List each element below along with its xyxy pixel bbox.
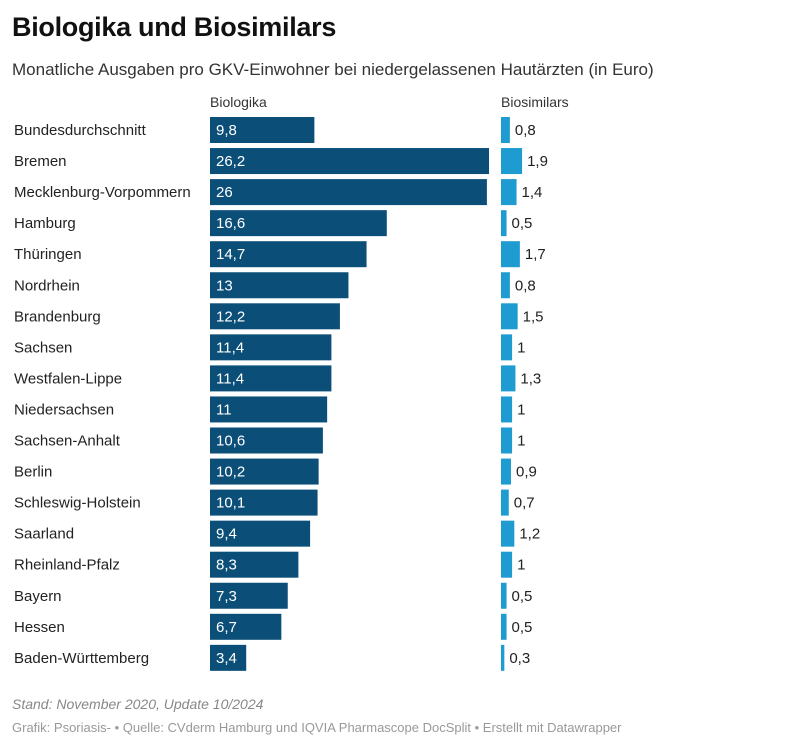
category-label: Niedersachsen bbox=[14, 401, 114, 418]
bar-biosimilars bbox=[501, 613, 507, 640]
data-label-biologika: 6,7 bbox=[216, 619, 237, 636]
category-label: Sachsen-Anhalt bbox=[14, 433, 121, 450]
category-label: Bremen bbox=[14, 153, 67, 170]
category-label: Mecklenburg-Vorpommern bbox=[14, 184, 191, 201]
bar-biologika bbox=[210, 613, 282, 640]
bar-biologika bbox=[210, 582, 288, 609]
data-label-biosimilars: 1,7 bbox=[525, 246, 546, 263]
data-label-biosimilars: 1,3 bbox=[520, 370, 541, 387]
data-label-biologika: 11,4 bbox=[216, 370, 244, 387]
bar-chart: Bundesdurchschnitt 9,8 0,8 Bremen 26,2 1,9 Mec… bbox=[14, 117, 548, 671]
bar-biosimilars bbox=[501, 427, 513, 454]
data-label-biologika: 3,4 bbox=[216, 650, 237, 667]
bar-biologika bbox=[210, 179, 487, 206]
bar-biologika bbox=[210, 241, 367, 268]
chart-subtitle: Monatliche Ausgaben pro GKV-Einwohner be… bbox=[12, 60, 654, 79]
bar-biosimilars bbox=[501, 241, 520, 268]
data-label-biologika: 9,4 bbox=[216, 526, 237, 543]
bar-biologika bbox=[210, 396, 328, 423]
category-label: Hessen bbox=[14, 619, 65, 636]
bar-biosimilars bbox=[501, 179, 517, 206]
bar-biosimilars bbox=[501, 334, 513, 361]
data-label-biologika: 10,1 bbox=[216, 495, 245, 512]
category-label: Sachsen bbox=[14, 339, 72, 356]
bar-biosimilars bbox=[501, 303, 518, 330]
bar-biologika bbox=[210, 427, 323, 454]
category-label: Nordrhein bbox=[14, 277, 80, 294]
data-label-biologika: 16,6 bbox=[216, 215, 245, 232]
data-label-biosimilars: 0,3 bbox=[509, 650, 530, 667]
data-label-biologika: 11 bbox=[216, 401, 232, 418]
bar-biologika bbox=[210, 303, 340, 330]
chart-title: Biologika und Biosimilars bbox=[12, 12, 337, 42]
category-label: Brandenburg bbox=[14, 308, 101, 325]
category-label: Bayern bbox=[14, 588, 62, 605]
data-label-biosimilars: 1,9 bbox=[527, 153, 548, 170]
bar-biosimilars bbox=[501, 117, 510, 143]
bar-biosimilars bbox=[501, 148, 523, 175]
bar-biologika bbox=[210, 458, 319, 485]
column-header-biologika: Biologika bbox=[210, 94, 267, 110]
category-label: Thüringen bbox=[14, 246, 82, 263]
data-label-biosimilars: 1 bbox=[517, 433, 525, 450]
data-label-biosimilars: 1,5 bbox=[523, 308, 544, 325]
bar-biologika bbox=[210, 551, 299, 578]
data-label-biosimilars: 0,8 bbox=[515, 122, 536, 139]
data-label-biosimilars: 0,5 bbox=[512, 588, 533, 605]
data-label-biosimilars: 1,4 bbox=[522, 184, 543, 201]
data-label-biologika: 10,2 bbox=[216, 464, 245, 481]
bar-biosimilars bbox=[501, 582, 507, 609]
data-label-biosimilars: 0,8 bbox=[515, 277, 536, 294]
bar-biologika bbox=[210, 117, 315, 143]
bar-biosimilars bbox=[501, 644, 505, 671]
bar-biosimilars bbox=[501, 272, 510, 299]
data-label-biosimilars: 0,5 bbox=[512, 215, 533, 232]
category-label: Baden-Württemberg bbox=[14, 650, 149, 667]
data-label-biologika: 10,6 bbox=[216, 433, 245, 450]
bar-biologika bbox=[210, 365, 332, 392]
bar-biosimilars bbox=[501, 365, 516, 392]
bar-biologika bbox=[210, 272, 349, 299]
data-label-biosimilars: 1 bbox=[517, 557, 525, 574]
category-label: Schleswig-Holstein bbox=[14, 495, 141, 512]
data-label-biosimilars: 1 bbox=[517, 339, 525, 356]
data-label-biosimilars: 0,9 bbox=[516, 464, 537, 481]
bar-biologika bbox=[210, 334, 332, 361]
data-label-biosimilars: 1 bbox=[517, 401, 525, 418]
bar-biologika bbox=[210, 148, 490, 175]
data-label-biosimilars: 1,2 bbox=[519, 526, 540, 543]
bar-biologika bbox=[210, 489, 318, 516]
bar-biosimilars bbox=[501, 489, 509, 516]
category-label: Rheinland-Pfalz bbox=[14, 557, 120, 574]
bar-biosimilars bbox=[501, 551, 513, 578]
bar-biosimilars bbox=[501, 458, 511, 485]
data-label-biologika: 11,4 bbox=[216, 339, 244, 356]
category-label: Hamburg bbox=[14, 215, 76, 232]
bar-biosimilars bbox=[501, 210, 507, 237]
chart-notes: Stand: November 2020, Update 10/2024 bbox=[12, 696, 264, 712]
data-label-biosimilars: 0,7 bbox=[514, 495, 535, 512]
data-label-biologika: 12,2 bbox=[216, 308, 245, 325]
bar-biosimilars bbox=[501, 396, 513, 423]
data-label-biologika: 13 bbox=[216, 277, 233, 294]
bar-biologika bbox=[210, 644, 247, 671]
column-header-biosimilars: Biosimilars bbox=[501, 94, 569, 110]
bar-biosimilars bbox=[501, 520, 515, 547]
bar-biologika bbox=[210, 210, 387, 237]
data-label-biologika: 26 bbox=[216, 184, 233, 201]
bar-biologika bbox=[210, 520, 311, 547]
chart-byline: Grafik: Psoriasis- • Quelle: CVderm Hamb… bbox=[12, 720, 622, 735]
data-label-biologika: 8,3 bbox=[216, 557, 237, 574]
data-label-biologika: 9,8 bbox=[216, 122, 237, 139]
data-label-biologika: 26,2 bbox=[216, 153, 245, 170]
category-label: Berlin bbox=[14, 464, 52, 481]
category-label: Bundesdurchschnitt bbox=[14, 122, 147, 139]
category-label: Saarland bbox=[14, 526, 74, 543]
data-label-biosimilars: 0,5 bbox=[512, 619, 533, 636]
data-label-biologika: 7,3 bbox=[216, 588, 237, 605]
data-label-biologika: 14,7 bbox=[216, 246, 245, 263]
category-label: Westfalen-Lippe bbox=[14, 370, 122, 387]
